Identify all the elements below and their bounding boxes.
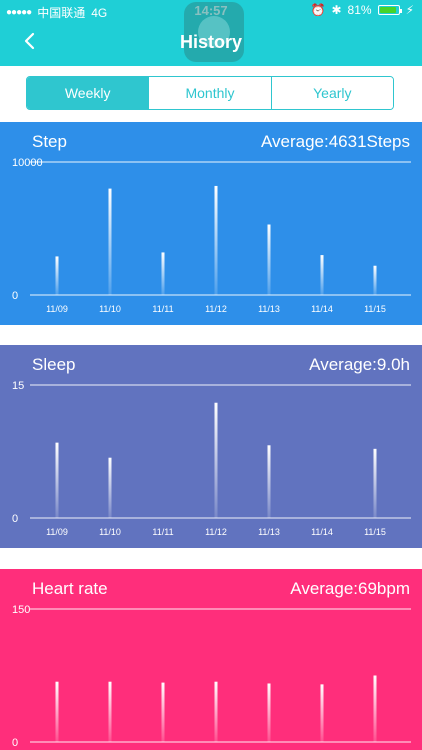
page-title: History — [179, 32, 242, 52]
bar-11-13 — [267, 224, 271, 295]
x-tick-label: 11/09 — [46, 304, 68, 314]
tab-weekly[interactable]: Weekly — [27, 77, 149, 109]
panel-average: Average:4631Steps — [260, 132, 410, 151]
bar-11-10 — [108, 188, 112, 295]
x-tick-label: 11/10 — [99, 304, 121, 314]
panel-average: Average:9.0h — [309, 355, 410, 374]
x-tick-label: 11/14 — [311, 527, 333, 537]
battery-percent: 81% — [347, 3, 372, 17]
bar-11-11 — [161, 252, 165, 295]
bar-11-15 — [373, 675, 377, 742]
heart-rate-panel: 150 0 Heart rate Average:69bpm — [0, 569, 422, 750]
battery-icon — [377, 5, 402, 15]
x-tick-label: 11/11 — [152, 304, 173, 314]
alarm-icon: ⏰ — [310, 3, 326, 17]
tab-yearly[interactable]: Yearly — [270, 77, 393, 109]
carrier-label: 中国联通 — [37, 6, 86, 20]
step-chart: 10000 0 11/09 11/10 11/11 11/12 11/13 11/14 11/1… — [12, 157, 411, 314]
bar-11-09 — [55, 256, 59, 295]
sleep-chart: 15 0 11/09 11/10 11/11 11/12 11/13 11/14 11/15 — [12, 380, 411, 537]
bar-11-09 — [55, 442, 59, 518]
bar-11-09 — [55, 681, 59, 742]
bar-11-15 — [373, 265, 377, 295]
x-tick-label: 11/13 — [258, 527, 280, 537]
bluetooth-icon: ✱ — [331, 3, 342, 17]
panel-title: Heart rate — [32, 579, 108, 598]
charging-icon: ⚡ — [405, 3, 414, 17]
top-bar: ●●●●● 中国联通 4G 14:57 ⏰ ✱ 81% ⚡ History — [0, 0, 422, 66]
x-tick-label: 11/14 — [311, 304, 333, 314]
bar-11-13 — [267, 683, 271, 742]
app-icon-overlay — [184, 2, 244, 62]
bar-11-11 — [161, 682, 165, 742]
x-tick-label: 11/15 — [364, 304, 386, 314]
x-tick-label: 11/09 — [46, 527, 68, 537]
panel-title: Sleep — [32, 355, 76, 374]
bar-11-15 — [373, 448, 377, 518]
period-tabs: Weekly Monthly Yearly — [26, 76, 394, 110]
sleep-panel: 15 0 11/09 11/10 11/11 11/12 11/13 11/14 11/15 S… — [0, 345, 422, 548]
step-panel: 10000 0 11/09 11/10 11/11 11/12 11/13 11/14 11/1… — [0, 122, 422, 325]
x-tick-label: 11/11 — [152, 527, 173, 537]
y-tick-min: 0 — [12, 513, 18, 525]
bar-11-12 — [214, 402, 218, 518]
bar-11-13 — [267, 445, 271, 518]
panel-average: Average:69bpm — [290, 579, 410, 598]
panel-title: Step — [32, 132, 67, 151]
signal-dots-icon: ●●●●● — [6, 7, 32, 18]
x-tick-label: 11/10 — [99, 527, 121, 537]
y-tick-max: 150 — [12, 604, 30, 616]
y-tick-min: 0 — [12, 290, 18, 302]
bar-11-12 — [214, 185, 218, 295]
bar-11-10 — [108, 457, 112, 518]
x-tick-label: 11/15 — [364, 527, 386, 537]
x-tick-label: 11/12 — [205, 527, 227, 537]
x-tick-label: 11/12 — [205, 304, 227, 314]
x-tick-label: 11/13 — [258, 304, 280, 314]
network-label: 4G — [91, 5, 108, 20]
bar-11-12 — [214, 681, 218, 742]
tab-monthly[interactable]: Monthly — [148, 77, 271, 109]
y-tick-min: 0 — [12, 737, 18, 749]
y-tick-max: 10000 — [12, 157, 43, 169]
bar-11-14 — [320, 255, 324, 295]
chevron-left-icon[interactable] — [22, 32, 38, 50]
bar-11-14 — [320, 684, 324, 742]
y-tick-max: 15 — [12, 380, 24, 392]
bar-11-10 — [108, 681, 112, 742]
